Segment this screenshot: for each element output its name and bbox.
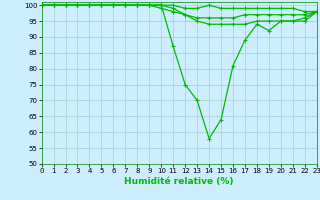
X-axis label: Humidité relative (%): Humidité relative (%) [124,177,234,186]
